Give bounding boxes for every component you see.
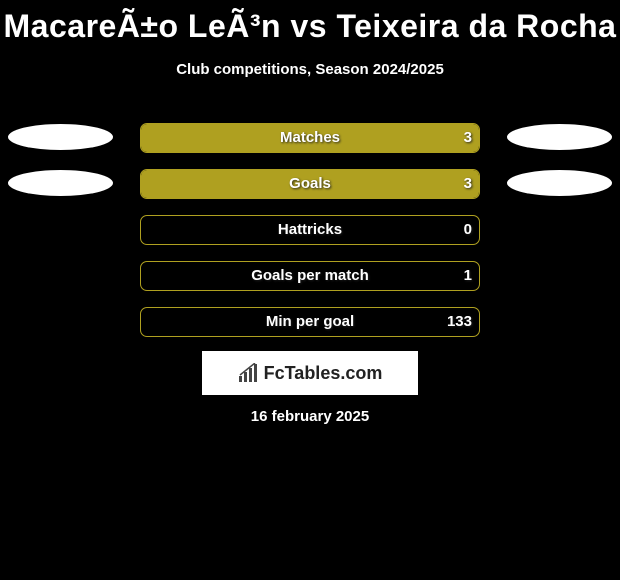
bar-chart-icon: [238, 363, 260, 383]
comparison-infographic: MacareÃ±o LeÃ³n vs Teixeira da Rocha Clu…: [0, 0, 620, 580]
stat-row: Min per goal133: [0, 294, 620, 340]
stat-row: Hattricks0: [0, 202, 620, 248]
player-right-ellipse: [507, 170, 612, 196]
stat-bar-track: [140, 169, 480, 199]
player-left-ellipse: [8, 124, 113, 150]
branding-box: FcTables.com: [202, 351, 418, 395]
stat-row: Goals3: [0, 156, 620, 202]
player-left-ellipse: [8, 170, 113, 196]
subtitle: Club competitions, Season 2024/2025: [0, 61, 620, 78]
stat-bar-track: [140, 123, 480, 153]
date-text: 16 february 2025: [0, 408, 620, 425]
stat-row: Matches3: [0, 110, 620, 156]
branding-inner: FcTables.com: [238, 363, 383, 384]
stat-bar-track: [140, 261, 480, 291]
stat-row: Goals per match1: [0, 248, 620, 294]
player-right-ellipse: [507, 124, 612, 150]
stat-rows: Matches3Goals3Hattricks0Goals per match1…: [0, 110, 620, 340]
stat-bar-track: [140, 215, 480, 245]
stat-bar-fill: [141, 170, 479, 198]
main-title: MacareÃ±o LeÃ³n vs Teixeira da Rocha: [0, 0, 620, 45]
stat-bar-fill: [141, 124, 479, 152]
brand-text: FcTables.com: [264, 363, 383, 384]
stat-bar-track: [140, 307, 480, 337]
